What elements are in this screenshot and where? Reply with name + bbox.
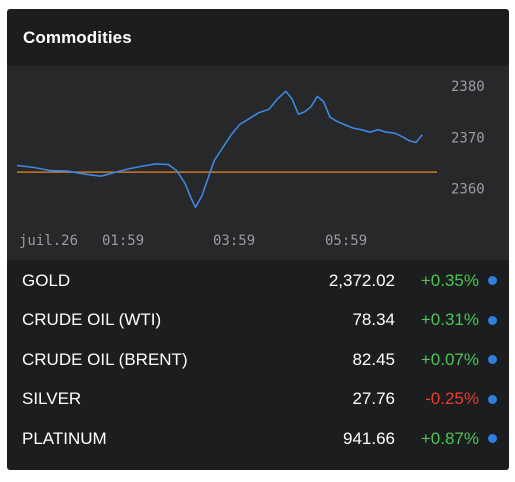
commodity-price: 941.66 — [343, 428, 395, 448]
widget-header: Commodities — [7, 9, 509, 66]
commodity-row[interactable]: CRUDE OIL (BRENT) 82.45 +0.07% — [7, 340, 509, 380]
commodity-price: 82.45 — [352, 349, 395, 369]
commodity-price: 2,372.02 — [328, 270, 395, 290]
price-series-line — [16, 90, 423, 209]
commodity-name[interactable]: PLATINUM — [22, 428, 107, 448]
commodity-change: +0.31% — [420, 310, 479, 330]
price-chart[interactable]: 2380 2370 2360 juil.26 01:59 03:59 05:59 — [7, 66, 509, 260]
status-dot-icon — [488, 315, 497, 325]
commodity-row[interactable]: GOLD 2,372.02 +0.35% — [7, 261, 509, 301]
commodity-name[interactable]: GOLD — [22, 270, 71, 290]
x-tick-label: 01:59 — [102, 233, 144, 249]
y-tick-label: 2380 — [451, 79, 485, 95]
x-tick-label: 03:59 — [213, 233, 255, 249]
commodity-change: +0.35% — [420, 270, 479, 290]
y-tick-label: 2360 — [451, 181, 485, 197]
commodity-change: +0.07% — [420, 349, 479, 369]
commodity-change: +0.87% — [420, 428, 479, 448]
x-tick-label: juil.26 — [19, 233, 78, 249]
x-tick-label: 05:59 — [325, 233, 367, 249]
commodity-row[interactable]: SILVER 27.76 -0.25% — [7, 380, 509, 420]
commodity-name[interactable]: CRUDE OIL (BRENT) — [22, 349, 188, 369]
commodity-list: GOLD 2,372.02 +0.35% CRUDE OIL (WTI) 78.34 +0… — [7, 261, 509, 459]
commodity-change: -0.25% — [425, 389, 479, 409]
commodity-name[interactable]: SILVER — [22, 389, 82, 409]
commodity-name[interactable]: CRUDE OIL (WTI) — [22, 310, 162, 330]
status-dot-icon — [488, 276, 497, 286]
commodity-row[interactable]: PLATINUM 941.66 +0.87% — [7, 419, 509, 459]
chart-svg: 2380 2370 2360 juil.26 01:59 03:59 05:59 — [16, 79, 485, 249]
commodity-row[interactable]: CRUDE OIL (WTI) 78.34 +0.31% — [7, 301, 509, 341]
commodities-widget: Commodities 2380 2370 2360 juil.26 01:59 03:5… — [7, 9, 509, 470]
commodity-price: 78.34 — [352, 310, 395, 330]
status-dot-icon — [488, 355, 497, 365]
status-dot-icon — [488, 394, 497, 404]
status-dot-icon — [488, 434, 497, 444]
commodity-price: 27.76 — [352, 389, 395, 409]
widget-title: Commodities — [23, 27, 132, 47]
y-tick-label: 2370 — [451, 130, 485, 146]
